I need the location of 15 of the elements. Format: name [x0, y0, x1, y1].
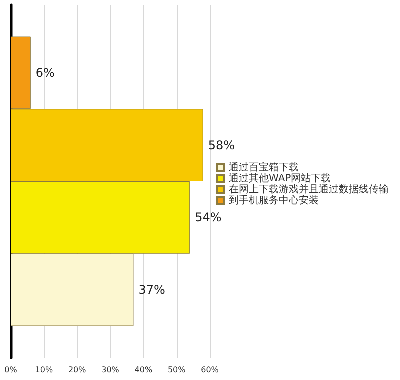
legend-label: 到手机服务中心安装: [229, 194, 319, 206]
x-tick-label: 10%: [35, 366, 54, 374]
x-tick-label: 50%: [168, 366, 186, 374]
x-tick-label: 60%: [201, 366, 220, 374]
legend-label: 在网上下载游戏并且通过数据线传输: [229, 184, 389, 196]
x-tick-label: 20%: [68, 366, 87, 374]
x-tick-label: 30%: [102, 366, 120, 374]
legend-label: 通过其他WAP网站下载: [229, 172, 332, 184]
x-tick-label: 0%: [4, 366, 18, 374]
x-tick-label: 40%: [134, 366, 153, 374]
data-label: 6%: [36, 66, 55, 80]
legend-label: 通过百宝箱下载: [229, 162, 299, 174]
data-label: 58%: [208, 138, 236, 152]
data-label: 37%: [138, 283, 166, 298]
data-label: 54%: [195, 210, 222, 225]
